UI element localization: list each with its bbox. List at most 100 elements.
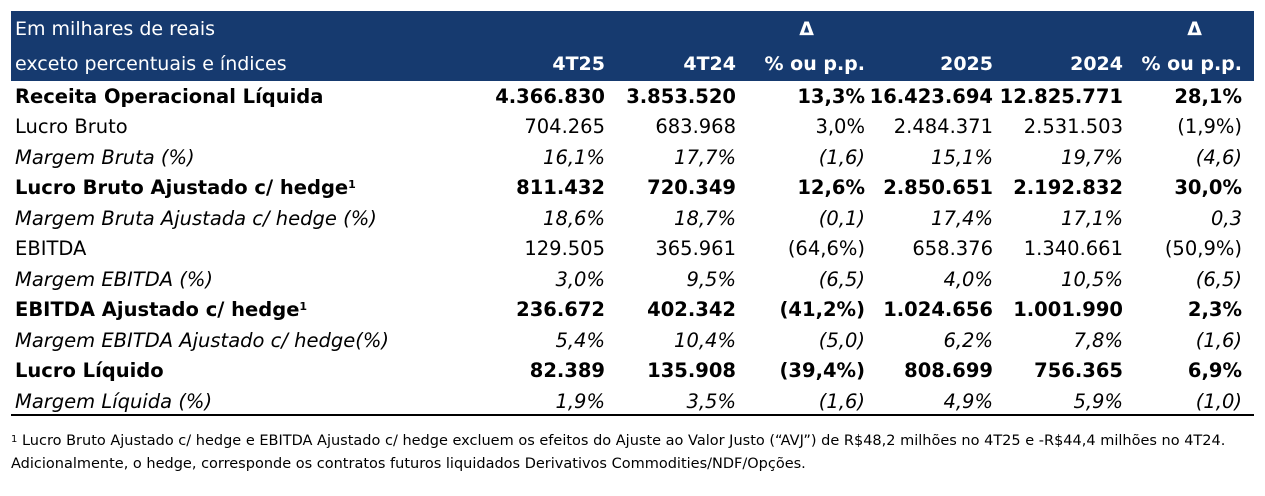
footnote-marker: 1	[11, 434, 18, 445]
cell-4t24: 18,7%	[674, 206, 736, 230]
column-header-2025: 2025	[940, 52, 993, 75]
cell-2025: 16.423.694	[869, 84, 993, 108]
cell-2025: 4,9%	[943, 389, 993, 413]
cell-4t24: 720.349	[647, 176, 736, 200]
cell-4t25: 16,1%	[543, 145, 605, 169]
cell-quarter-change: (5,0)	[818, 328, 865, 352]
cell-year-change: (1,0)	[1195, 389, 1242, 413]
table-row: Lucro Líquido 82.389 135.908 (39,4%) 808…	[11, 356, 1254, 387]
row-label: Margem EBITDA (%)	[15, 267, 214, 291]
cell-2024: 17,1%	[1061, 206, 1123, 230]
cell-4t25: 82.389	[529, 359, 605, 383]
delta-quarter-symbol: Δ	[799, 17, 814, 40]
table-row: EBITDA Ajustado c/ hedge 1 236.672 402.34…	[11, 295, 1254, 326]
cell-2025: 2.850.651	[883, 176, 993, 200]
cell-4t25: 704.265	[524, 115, 605, 139]
cell-2024: 1.340.661	[1023, 237, 1123, 261]
cell-4t25: 3,0%	[555, 267, 605, 291]
cell-4t25: 811.432	[516, 176, 605, 200]
table-row: Lucro Bruto Ajustado c/ hedge 1 811.432 7…	[11, 173, 1254, 204]
cell-quarter-change: (0,1)	[818, 206, 865, 230]
cell-quarter-change: (6,5)	[818, 267, 865, 291]
cell-quarter-change: (41,2%)	[779, 298, 865, 322]
row-label: Lucro Bruto Ajustado c/ hedge 1	[15, 176, 356, 200]
table-body: Receita Operacional Líquida 4.366.830 3.…	[11, 81, 1254, 417]
header-label-line2: exceto percentuais e índices	[15, 52, 287, 75]
cell-2024: 2.531.503	[1023, 115, 1123, 139]
row-label: Receita Operacional Líquida	[15, 84, 324, 108]
table-row: Margem EBITDA Ajustado c/ hedge(%) 5,4% …	[11, 325, 1254, 356]
cell-2025: 2.484.371	[893, 115, 993, 139]
cell-2024: 1.001.990	[1013, 298, 1123, 322]
header-row-1: Em milhares de reais Δ Δ	[11, 11, 1254, 46]
cell-quarter-change: (1,6)	[818, 389, 865, 413]
cell-2025: 6,2%	[943, 328, 993, 352]
table-row: Margem Bruta (%) 16,1% 17,7% (1,6) 15,1%…	[11, 142, 1254, 173]
cell-4t24: 402.342	[647, 298, 736, 322]
cell-4t24: 683.968	[655, 115, 736, 139]
cell-year-change: 6,9%	[1187, 359, 1242, 383]
column-header-2024: 2024	[1070, 52, 1123, 75]
cell-quarter-change: (1,6)	[818, 145, 865, 169]
table-row: Margem EBITDA (%) 3,0% 9,5% (6,5) 4,0% 1…	[11, 264, 1254, 295]
row-label: Margem EBITDA Ajustado c/ hedge(%)	[15, 328, 389, 352]
cell-2024: 756.365	[1034, 359, 1123, 383]
cell-quarter-change: (64,6%)	[787, 237, 865, 261]
table-row: EBITDA 129.505 365.961 (64,6%) 658.376 1…	[11, 234, 1254, 265]
table-row: Margem Bruta Ajustada c/ hedge (%) 18,6%…	[11, 203, 1254, 234]
cell-quarter-change: (39,4%)	[779, 359, 865, 383]
row-label: Lucro Bruto	[15, 115, 128, 139]
column-header-4t25: 4T25	[552, 52, 605, 75]
cell-2024: 7,8%	[1073, 328, 1123, 352]
column-header-quarter-change: % ou p.p.	[764, 52, 865, 75]
cell-2024: 10,5%	[1061, 267, 1123, 291]
cell-2025: 658.376	[912, 237, 993, 261]
column-header-4t24: 4T24	[683, 52, 736, 75]
cell-quarter-change: 13,3%	[797, 84, 865, 108]
cell-2025: 808.699	[904, 359, 993, 383]
footnote-marker: 1	[348, 178, 356, 192]
cell-2024: 12.825.771	[999, 84, 1123, 108]
cell-4t24: 3,5%	[686, 389, 736, 413]
footnote-text: Lucro Bruto Ajustado c/ hedge e EBITDA A…	[11, 433, 1226, 472]
cell-2024: 5,9%	[1073, 389, 1123, 413]
cell-4t24: 9,5%	[686, 267, 736, 291]
cell-2025: 15,1%	[931, 145, 993, 169]
table-row: Receita Operacional Líquida 4.366.830 3.…	[11, 81, 1254, 112]
table-header: Em milhares de reais Δ Δ exceto percentu…	[11, 11, 1254, 81]
cell-2025: 4,0%	[943, 267, 993, 291]
cell-quarter-change: 3,0%	[815, 115, 865, 139]
row-label: EBITDA Ajustado c/ hedge 1	[15, 298, 308, 322]
row-label: Margem Líquida (%)	[15, 389, 213, 413]
cell-year-change: 2,3%	[1187, 298, 1242, 322]
cell-4t25: 1,9%	[555, 389, 605, 413]
cell-2024: 19,7%	[1061, 145, 1123, 169]
cell-2024: 2.192.832	[1013, 176, 1123, 200]
row-label: Margem Bruta Ajustada c/ hedge (%)	[15, 206, 377, 230]
footnote-marker: 1	[299, 300, 308, 314]
delta-year-symbol: Δ	[1187, 17, 1202, 40]
cell-2025: 17,4%	[931, 206, 993, 230]
header-label-line1: Em milhares de reais	[15, 17, 216, 40]
cell-4t24: 365.961	[655, 237, 736, 261]
cell-year-change: (6,5)	[1195, 267, 1242, 291]
cell-year-change: (1,9%)	[1177, 115, 1242, 139]
cell-year-change: 28,1%	[1174, 84, 1242, 108]
financial-table: Em milhares de reais Δ Δ exceto percentu…	[11, 11, 1254, 416]
cell-year-change: (4,6)	[1195, 145, 1242, 169]
table-bottom-rule	[11, 414, 1254, 416]
cell-4t25: 5,4%	[555, 328, 605, 352]
cell-year-change: 30,0%	[1174, 176, 1242, 200]
cell-2025: 1.024.656	[883, 298, 993, 322]
cell-year-change: 0,3	[1210, 206, 1242, 230]
footnote: 1 Lucro Bruto Ajustado c/ hedge e EBITDA…	[11, 430, 1251, 476]
cell-4t25: 236.672	[516, 298, 605, 322]
cell-4t25: 18,6%	[543, 206, 605, 230]
cell-quarter-change: 12,6%	[797, 176, 865, 200]
cell-year-change: (50,9%)	[1164, 237, 1242, 261]
row-label: EBITDA	[15, 237, 87, 261]
header-row-2: exceto percentuais e índices 4T25 4T24 %…	[11, 46, 1254, 81]
row-label: Lucro Líquido	[15, 359, 164, 383]
cell-4t24: 10,4%	[674, 328, 736, 352]
row-label: Margem Bruta (%)	[15, 145, 195, 169]
